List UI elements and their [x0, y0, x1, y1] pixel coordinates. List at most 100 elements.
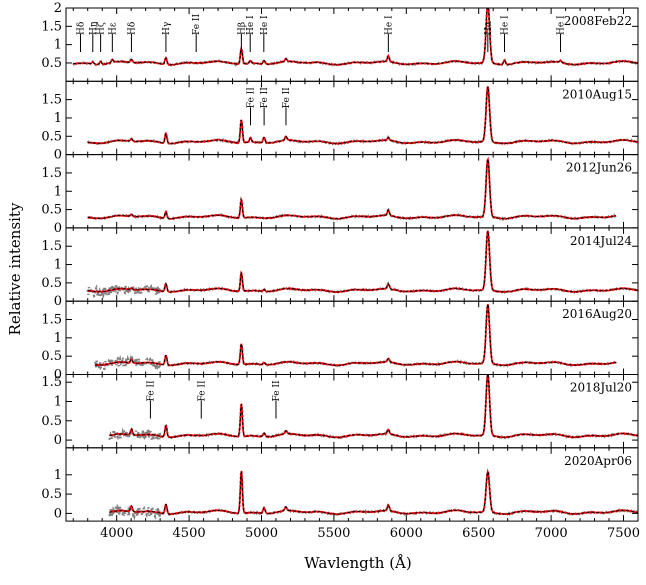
line-id-label: Hα	[484, 21, 494, 35]
line-id-label: Fe II	[192, 14, 202, 35]
y-tick-label: 1	[54, 395, 62, 410]
line-id-label: He I	[500, 15, 510, 35]
panel-2014Jul24: 0 0.5 1 1.5 2014Jul24	[41, 227, 639, 309]
model-spectrum-line	[94, 304, 617, 367]
x-tick-label: 7500	[607, 526, 640, 541]
y-tick-label: 1	[54, 38, 62, 53]
model-spectrum-line	[109, 468, 638, 516]
y-tick-label: 0	[54, 433, 62, 448]
y-tick-label: 0.5	[41, 414, 62, 429]
panel-frame	[65, 7, 639, 82]
y-tick-label: 0	[54, 221, 62, 236]
observed-spectrum-line	[108, 470, 638, 521]
y-axis-title: Relative intensity	[6, 202, 24, 335]
y-tick-label: 0.5	[41, 349, 62, 364]
line-id-label: Hδ	[127, 22, 137, 35]
panel-plot-area	[87, 155, 617, 222]
line-id-label: Fe II	[246, 87, 256, 108]
panel-date-label: 2008Feb22	[564, 14, 632, 28]
model-spectrum-line	[87, 230, 638, 294]
x-tick-label: 5000	[245, 526, 278, 541]
y-tick-label: 0.5	[41, 129, 62, 144]
model-spectrum-line	[87, 156, 617, 221]
line-id-label: Hζ	[97, 22, 107, 35]
panel-date-label: 2016Aug20	[562, 307, 632, 321]
x-tick-label: 7000	[535, 526, 568, 541]
median-spectrum-line	[94, 304, 617, 366]
observed-spectrum-line	[86, 86, 638, 146]
observed-spectrum-line	[87, 155, 617, 222]
observed-spectrum-line	[72, 8, 638, 67]
x-tick-label: 5500	[317, 526, 350, 541]
observed-spectrum-line	[108, 374, 638, 442]
y-tick-label: 1	[54, 111, 62, 126]
y-tick-label: 1	[54, 331, 62, 346]
y-tick-label: 0	[54, 148, 62, 163]
line-id-label: Fe II	[282, 87, 292, 108]
y-tick-label: 0	[54, 368, 62, 383]
observed-spectrum-line	[86, 227, 638, 300]
y-tick-label: 2	[54, 1, 62, 16]
line-id-label: Hε	[108, 22, 118, 35]
y-tick-label: 1.5	[41, 313, 62, 328]
y-tick-label: 1.5	[41, 166, 62, 181]
median-spectrum-line	[73, 8, 638, 66]
line-id-label: He I	[557, 15, 567, 35]
x-tick-label: 4000	[100, 526, 133, 541]
line-id-label: Hδ	[76, 22, 86, 35]
line-id-label: He I	[260, 15, 270, 35]
y-tick-label: 1.5	[41, 239, 62, 254]
model-spectrum-line	[87, 86, 638, 145]
y-tick-label: 1	[54, 258, 62, 273]
panel-date-label: 2010Aug15	[562, 87, 632, 101]
panel-date-label: 2018Jul20	[570, 381, 632, 395]
y-tick-label: 0.5	[41, 487, 62, 502]
panel-frame	[65, 80, 639, 156]
panel-plot-area	[86, 84, 638, 146]
panel-frame	[65, 447, 639, 522]
median-spectrum-line	[87, 84, 638, 145]
line-id-label: Fe II	[260, 87, 270, 108]
y-tick-label: 0.5	[41, 56, 62, 71]
panel-plot-area	[86, 227, 638, 300]
line-id-label: Fe II	[197, 380, 207, 401]
median-spectrum-line	[109, 470, 638, 515]
line-id-label: Fe II	[146, 380, 156, 401]
panel-date-label: 2012Jun26	[566, 161, 632, 175]
line-id-label: Hη	[89, 22, 99, 35]
line-id-label: Fe II	[272, 380, 282, 401]
panel-2010Aug15: 0 0.5 1 1.5 2010Aug15 Fe II Fe II Fe II	[41, 80, 639, 163]
median-spectrum-line	[87, 230, 638, 293]
line-id-label: He I	[384, 15, 394, 35]
panel-plot-area	[93, 304, 617, 371]
y-tick-label: 0.5	[41, 203, 62, 218]
panel-plot-area	[108, 374, 638, 442]
panel-2016Aug20: 0 0.5 1 1.5 2016Aug20	[41, 300, 639, 383]
y-tick-label: 0	[54, 294, 62, 309]
panel-date-label: 2014Jul24	[570, 234, 633, 248]
panel-plot-area	[108, 468, 638, 521]
median-spectrum-line	[109, 374, 638, 438]
line-id-label: He I	[246, 15, 256, 35]
y-tick-label: 1	[54, 184, 62, 199]
line-id-label: Hβ	[237, 22, 247, 35]
panel-2018Jul20: 0 0.5 1 1.5 2018Jul20 Fe II Fe II Fe II	[41, 374, 639, 449]
x-tick-label: 6500	[462, 526, 495, 541]
y-tick-label: 1	[54, 468, 62, 483]
median-spectrum-line	[87, 157, 617, 220]
y-tick-label: 0.5	[41, 276, 62, 291]
panel-2020Apr06: 0 0.5 1 2020Apr06	[41, 447, 639, 522]
panel-2012Jun26: 0 0.5 1 1.5 2012Jun26	[41, 154, 639, 236]
model-spectrum-line	[72, 8, 638, 67]
line-id-label: Hγ	[162, 22, 172, 35]
y-tick-label: 1.5	[41, 19, 62, 34]
x-tick-label: 4500	[173, 526, 206, 541]
x-axis-title: Wavlength (Å)	[304, 554, 411, 572]
observed-spectrum-line	[93, 304, 617, 371]
y-tick-label: 1.5	[41, 93, 62, 108]
y-tick-label: 1.5	[41, 375, 62, 390]
y-tick-label: 0	[54, 506, 62, 521]
